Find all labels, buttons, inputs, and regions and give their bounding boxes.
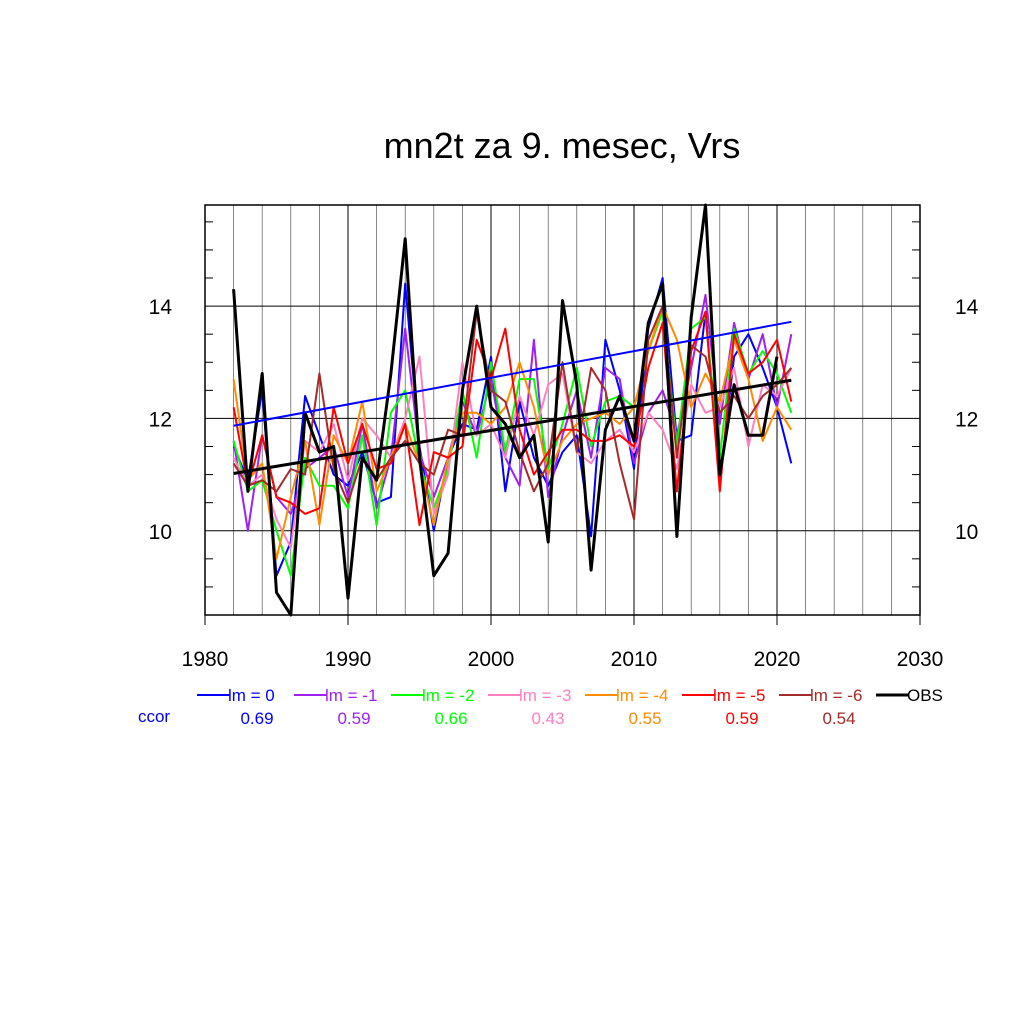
legend-label: lm = -2 — [422, 686, 474, 705]
x-tick-label: 2020 — [754, 648, 801, 671]
y-tick-label-right: 12 — [955, 408, 978, 431]
x-tick-label: 2030 — [897, 648, 944, 671]
ccor-value: 0.54 — [822, 709, 855, 728]
y-tick-label-right: 10 — [955, 521, 978, 544]
ccor-value: 0.55 — [628, 709, 661, 728]
legend: lm = 0 0.69 lm = -1 0.59 lm = -2 0.66 lm = -3 0… — [197, 686, 943, 728]
chart-title: mn2t za 9. mesec, Vrs — [384, 125, 741, 166]
ccor-value: 0.59 — [725, 709, 758, 728]
legend-label: lm = -1 — [325, 686, 377, 705]
series-line-7 — [232, 203, 779, 617]
x-tick-label: 2010 — [611, 648, 658, 671]
trend-line-7 — [233, 378, 792, 475]
trend-lines — [233, 320, 792, 475]
legend-label: OBS — [907, 686, 943, 705]
y-tick-label-left: 10 — [149, 521, 172, 544]
ccor-value: 0.66 — [434, 709, 467, 728]
y-tick-label-right: 14 — [955, 296, 979, 319]
ccor-value: 0.43 — [531, 709, 564, 728]
plot-frame — [204, 204, 921, 616]
y-tick-label-left: 14 — [149, 296, 173, 319]
x-tick-label: 2000 — [468, 648, 515, 671]
ccor-value: 0.59 — [337, 709, 370, 728]
grid — [204, 205, 921, 615]
axis-ticks: 1980 1990 2000 2010 2020 2030 10 10 12 12 14 14 — [149, 221, 979, 671]
x-tick-label: 1980 — [182, 648, 229, 671]
trend-line-0 — [233, 320, 792, 427]
ccor-label: ccor — [138, 707, 170, 726]
legend-label: lm = -4 — [616, 686, 668, 705]
legend-label: lm = -3 — [519, 686, 571, 705]
legend-label: lm = -6 — [810, 686, 862, 705]
y-tick-label-left: 12 — [149, 408, 172, 431]
legend-label: lm = 0 — [228, 686, 275, 705]
legend-label: lm = -5 — [713, 686, 765, 705]
ccor-value: 0.69 — [240, 709, 273, 728]
x-tick-label: 1990 — [325, 648, 372, 671]
